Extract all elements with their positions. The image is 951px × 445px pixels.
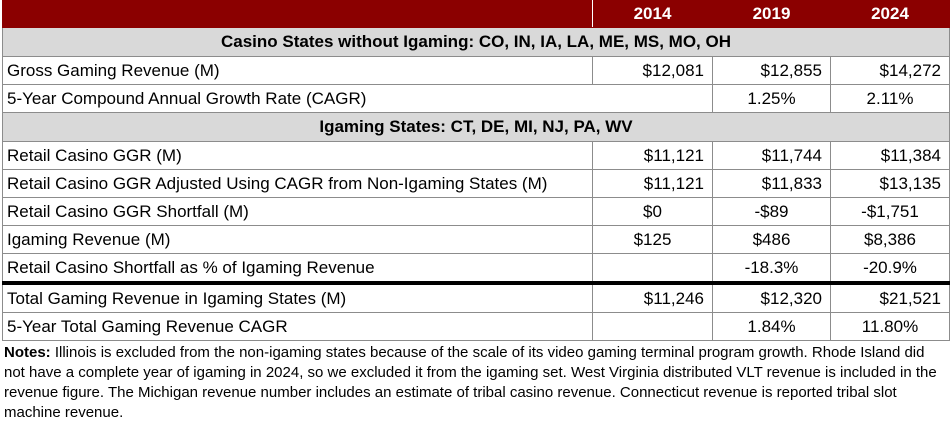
row-label: 5-Year Total Gaming Revenue CAGR — [2, 312, 593, 341]
cell-2014: $12,081 — [592, 56, 713, 85]
cell-2019: $11,744 — [712, 141, 831, 170]
section-header-igaming: Igaming States: CT, DE, MI, NJ, PA, WV — [2, 112, 950, 142]
cell-2019: -$89 — [712, 197, 831, 226]
table-row: 5-Year Total Gaming Revenue CAGR 1.84% 1… — [2, 312, 950, 341]
cell-2019: -18.3% — [712, 253, 831, 284]
cell-2019: $12,320 — [712, 281, 831, 313]
cell-2024: 2.11% — [830, 84, 950, 113]
header-year-2019: 2019 — [712, 0, 831, 28]
cell-2014 — [592, 312, 713, 341]
cell-2019: 1.84% — [712, 312, 831, 341]
revenue-table: 2014 2019 2024 Casino States without Iga… — [2, 0, 950, 341]
cell-2014: $125 — [592, 225, 713, 254]
cell-2014: $11,121 — [592, 169, 713, 198]
row-label: Retail Casino GGR Shortfall (M) — [2, 197, 593, 226]
cell-2024: $8,386 — [830, 225, 950, 254]
notes-text: Illinois is excluded from the non-igamin… — [4, 344, 937, 421]
cell-2019: 1.25% — [712, 84, 831, 113]
cell-2024: $21,521 — [830, 281, 950, 313]
row-label: Retail Casino GGR Adjusted Using CAGR fr… — [2, 169, 593, 198]
table-row: Gross Gaming Revenue (M) $12,081 $12,855… — [2, 56, 950, 85]
cell-2014: $11,121 — [592, 141, 713, 170]
header-year-2014: 2014 — [592, 0, 713, 28]
table-row: Retail Casino GGR Shortfall (M) $0 -$89 … — [2, 197, 950, 226]
cell-2014: $11,246 — [592, 281, 713, 313]
cell-2024: -$1,751 — [830, 197, 950, 226]
table-row: Retail Casino GGR Adjusted Using CAGR fr… — [2, 169, 950, 198]
table-row: Retail Casino GGR (M) $11,121 $11,744 $1… — [2, 141, 950, 170]
row-label: Retail Casino GGR (M) — [2, 141, 593, 170]
cell-2024: 11.80% — [830, 312, 950, 341]
notes-label: Notes: — [4, 344, 51, 361]
cell-2019: $12,855 — [712, 56, 831, 85]
section-title: Casino States without Igaming: CO, IN, I… — [2, 27, 950, 57]
row-label: 5-Year Compound Annual Growth Rate (CAGR… — [2, 84, 713, 113]
table-row: Igaming Revenue (M) $125 $486 $8,386 — [2, 225, 950, 254]
cell-2014 — [592, 253, 713, 284]
row-label: Retail Casino Shortfall as % of Igaming … — [2, 253, 593, 284]
cell-2024: -20.9% — [830, 253, 950, 284]
cell-2024: $13,135 — [830, 169, 950, 198]
header-row: 2014 2019 2024 — [2, 0, 950, 28]
row-label: Total Gaming Revenue in Igaming States (… — [2, 281, 593, 313]
cell-2014: $0 — [592, 197, 713, 226]
table-row-total: Total Gaming Revenue in Igaming States (… — [2, 281, 950, 313]
cell-2024: $14,272 — [830, 56, 950, 85]
notes-paragraph: Notes: Illinois is excluded from the non… — [4, 341, 949, 423]
row-label: Igaming Revenue (M) — [2, 225, 593, 254]
section-header-non-igaming: Casino States without Igaming: CO, IN, I… — [2, 27, 950, 57]
header-year-2024: 2024 — [830, 0, 950, 28]
table-row: Retail Casino Shortfall as % of Igaming … — [2, 253, 950, 284]
cell-2024: $11,384 — [830, 141, 950, 170]
header-blank-cell — [2, 0, 593, 28]
cell-2019: $486 — [712, 225, 831, 254]
cell-2019: $11,833 — [712, 169, 831, 198]
row-label: Gross Gaming Revenue (M) — [2, 56, 593, 85]
section-title: Igaming States: CT, DE, MI, NJ, PA, WV — [2, 112, 950, 142]
table-row: 5-Year Compound Annual Growth Rate (CAGR… — [2, 84, 950, 113]
